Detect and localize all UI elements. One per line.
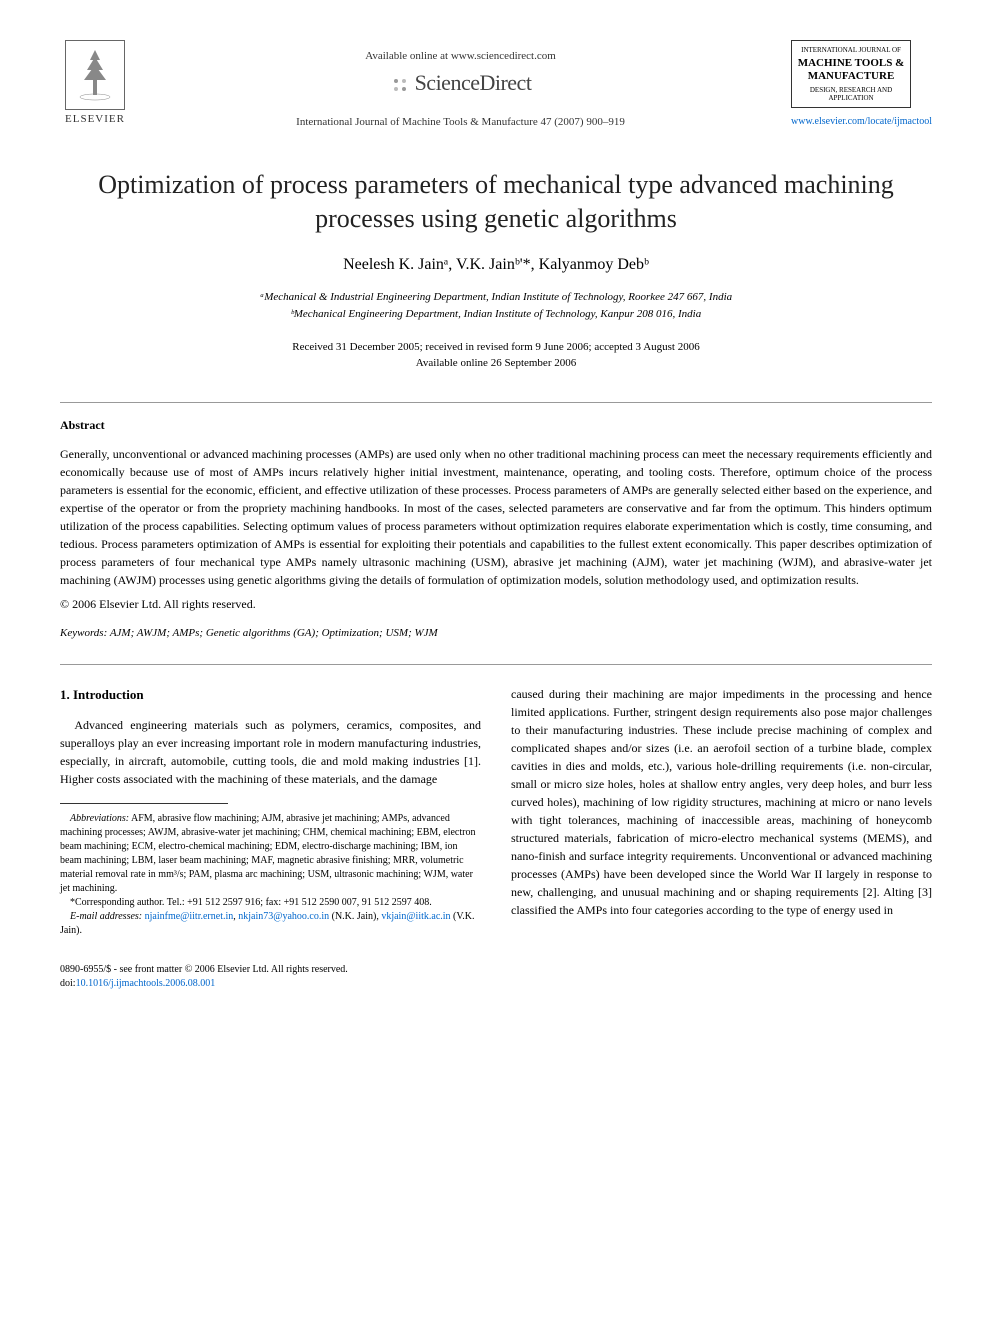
intro-heading: 1. Introduction: [60, 685, 481, 705]
footnote-separator: [60, 803, 228, 804]
keywords-text: AJM; AWJM; AMPs; Genetic algorithms (GA)…: [107, 627, 437, 639]
header-row: ELSEVIER Available online at www.science…: [60, 40, 932, 128]
corresponding-author-footnote: *Corresponding author. Tel.: +91 512 259…: [60, 896, 481, 910]
abbrev-label: Abbreviations:: [70, 813, 129, 824]
two-column-layout: 1. Introduction Advanced engineering mat…: [60, 685, 932, 939]
abstract-text: Generally, unconventional or advanced ma…: [60, 447, 932, 587]
abstract-body: Generally, unconventional or advanced ma…: [60, 445, 932, 589]
abbreviations-footnote: Abbreviations: AFM, abrasive flow machin…: [60, 812, 481, 896]
sciencedirect-text: ScienceDirect: [415, 70, 532, 95]
elsevier-tree-icon: [65, 40, 125, 110]
left-column: 1. Introduction Advanced engineering mat…: [60, 685, 481, 939]
divider-bottom: [60, 664, 932, 665]
elsevier-text: ELSEVIER: [60, 113, 130, 125]
email-3[interactable]: vkjain@iitk.ac.in: [381, 911, 450, 922]
affiliations: ᵃMechanical & Industrial Engineering Dep…: [60, 289, 932, 324]
dates-line2: Available online 26 September 2006: [60, 355, 932, 372]
keywords-label: Keywords:: [60, 627, 107, 639]
divider-top: [60, 402, 932, 403]
right-column: caused during their machining are major …: [511, 685, 932, 939]
journal-cover-box: INTERNATIONAL JOURNAL OF MACHINE TOOLS &…: [791, 40, 911, 108]
doi-line: doi:10.1016/j.ijmachtools.2006.08.001: [60, 977, 932, 991]
keywords: Keywords: AJM; AWJM; AMPs; Genetic algor…: [60, 627, 932, 639]
dates-line1: Received 31 December 2005; received in r…: [60, 339, 932, 356]
dates: Received 31 December 2005; received in r…: [60, 339, 932, 372]
doi-label: doi:: [60, 978, 76, 989]
email-name-1: (N.K. Jain): [332, 911, 377, 922]
journal-box-top: INTERNATIONAL JOURNAL OF: [797, 46, 905, 54]
email-label: E-mail addresses:: [70, 911, 142, 922]
sciencedirect-icon: [390, 75, 410, 95]
front-matter: 0890-6955/$ - see front matter © 2006 El…: [60, 963, 932, 977]
journal-link[interactable]: www.elsevier.com/locate/ijmactool: [791, 116, 932, 127]
article-title: Optimization of process parameters of me…: [60, 168, 932, 236]
sciencedirect-logo: ScienceDirect: [130, 70, 791, 96]
email-2[interactable]: nkjain73@yahoo.co.in: [238, 911, 329, 922]
journal-reference: International Journal of Machine Tools &…: [130, 116, 791, 128]
copyright: © 2006 Elsevier Ltd. All rights reserved…: [60, 597, 932, 612]
doi-value[interactable]: 10.1016/j.ijmachtools.2006.08.001: [76, 978, 216, 989]
available-online-text: Available online at www.sciencedirect.co…: [130, 50, 791, 62]
authors: Neelesh K. Jainᵃ, V.K. Jainᵇ'*, Kalyanmo…: [60, 256, 932, 274]
abstract-heading: Abstract: [60, 418, 932, 433]
intro-col1-text: Advanced engineering materials such as p…: [60, 718, 481, 786]
journal-box-container: INTERNATIONAL JOURNAL OF MACHINE TOOLS &…: [791, 40, 932, 127]
journal-box-title: MACHINE TOOLS & MANUFACTURE: [797, 57, 905, 83]
email-1[interactable]: njainfme@iitr.ernet.in: [145, 911, 234, 922]
center-header: Available online at www.sciencedirect.co…: [130, 40, 791, 128]
intro-paragraph-2: caused during their machining are major …: [511, 685, 932, 919]
bottom-info: 0890-6955/$ - see front matter © 2006 El…: [60, 963, 932, 991]
elsevier-logo: ELSEVIER: [60, 40, 130, 125]
journal-box-sub: DESIGN, RESEARCH AND APPLICATION: [797, 86, 905, 102]
affiliation-b: ᵇMechanical Engineering Department, Indi…: [60, 306, 932, 324]
affiliation-a: ᵃMechanical & Industrial Engineering Dep…: [60, 289, 932, 307]
abbrev-text: AFM, abrasive flow machining; AJM, abras…: [60, 813, 475, 894]
email-footnote: E-mail addresses: njainfme@iitr.ernet.in…: [60, 910, 481, 938]
intro-paragraph-1: Advanced engineering materials such as p…: [60, 716, 481, 788]
